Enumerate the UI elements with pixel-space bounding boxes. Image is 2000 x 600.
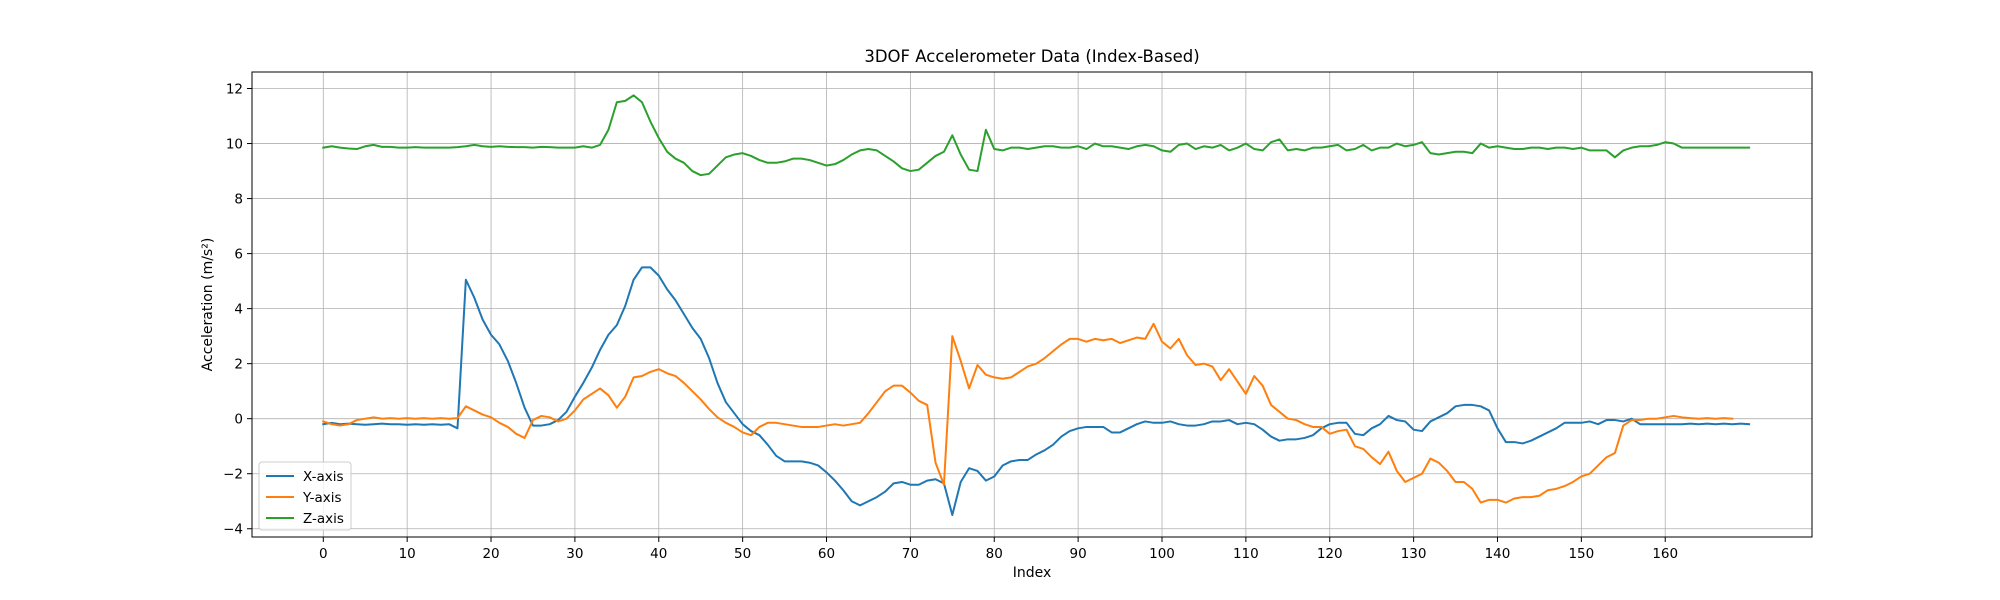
series-line-y-axis <box>322 322 1734 504</box>
x-tick-label: 110 <box>1233 546 1259 562</box>
legend-label-z-axis: Z-axis <box>303 511 344 527</box>
x-axis-label: Index <box>1013 565 1052 581</box>
x-tick-label: 20 <box>482 546 499 562</box>
x-tick-label: 100 <box>1149 546 1175 562</box>
x-tick-label: 50 <box>734 546 751 562</box>
y-tick-label: 0 <box>234 412 243 428</box>
y-tick-label: 4 <box>234 302 243 318</box>
series-line-x-axis <box>322 266 1751 516</box>
y-tick-label: 6 <box>234 247 243 263</box>
x-tick-label: 160 <box>1652 546 1678 562</box>
x-tick-label: 60 <box>818 546 835 562</box>
y-tick-label: −4 <box>223 522 243 538</box>
x-tick-label: 30 <box>566 546 583 562</box>
y-tick-label: 12 <box>226 82 243 98</box>
y-tick-label: 10 <box>226 137 243 153</box>
x-tick-label: 130 <box>1401 546 1427 562</box>
legend: X-axis Y-axis Z-axis <box>258 461 352 531</box>
x-tick-label: 140 <box>1485 546 1511 562</box>
x-tick-label: 90 <box>1070 546 1087 562</box>
series-line-z-axis <box>322 94 1751 177</box>
x-tick-label: 80 <box>986 546 1003 562</box>
plot-frame <box>251 71 1813 538</box>
x-tick-label: 150 <box>1568 546 1594 562</box>
x-tick-label: 0 <box>319 546 328 562</box>
legend-label-x-axis: X-axis <box>303 469 344 485</box>
y-tick-label: −2 <box>223 467 243 483</box>
x-tick-label: 40 <box>650 546 667 562</box>
y-tick-label: 8 <box>234 192 243 208</box>
legend-label-y-axis: Y-axis <box>302 490 342 506</box>
x-tick-label: 10 <box>399 546 416 562</box>
y-axis-label: Acceleration (m/s²) <box>200 238 216 372</box>
y-tick-label: 2 <box>234 357 243 373</box>
legend-box <box>258 461 352 531</box>
chart-title: 3DOF Accelerometer Data (Index-Based) <box>864 47 1199 66</box>
plot-lines <box>322 94 1751 516</box>
axis-ticks: 0 10 20 30 40 50 60 70 80 90 100 110 120 130 140 150 160… <box>223 82 1678 562</box>
x-tick-label: 120 <box>1317 546 1343 562</box>
x-tick-label: 70 <box>902 546 919 562</box>
